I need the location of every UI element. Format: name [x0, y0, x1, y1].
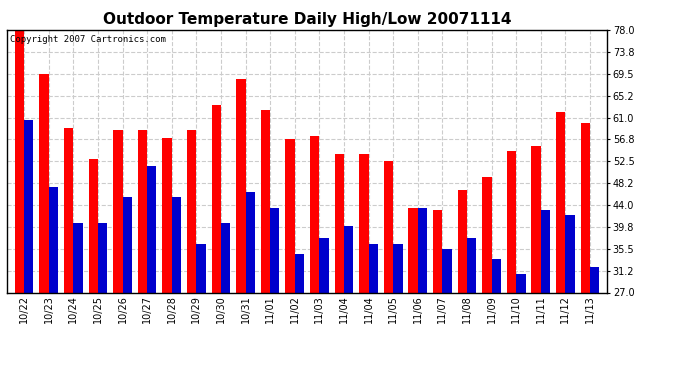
Bar	[482, 177, 491, 292]
Bar	[417, 208, 427, 292]
Bar	[556, 112, 565, 292]
Bar	[246, 192, 255, 292]
Bar	[14, 30, 24, 292]
Bar	[88, 159, 98, 292]
Bar	[236, 79, 246, 292]
Bar	[187, 130, 197, 292]
Bar	[212, 105, 221, 292]
Bar	[295, 254, 304, 292]
Bar	[467, 238, 476, 292]
Bar	[408, 208, 417, 292]
Bar	[98, 223, 107, 292]
Bar	[73, 223, 83, 292]
Bar	[359, 153, 368, 292]
Bar	[138, 130, 147, 292]
Bar	[565, 215, 575, 292]
Bar	[197, 244, 206, 292]
Bar	[335, 153, 344, 292]
Bar	[433, 210, 442, 292]
Bar	[147, 166, 157, 292]
Bar	[344, 226, 353, 292]
Bar	[162, 138, 172, 292]
Bar	[319, 238, 328, 292]
Bar	[24, 120, 34, 292]
Bar	[580, 123, 590, 292]
Bar	[516, 274, 526, 292]
Bar	[457, 189, 467, 292]
Bar	[221, 223, 230, 292]
Bar	[384, 161, 393, 292]
Bar	[368, 244, 378, 292]
Bar	[442, 249, 452, 292]
Bar	[531, 146, 541, 292]
Bar	[491, 259, 501, 292]
Bar	[507, 151, 516, 292]
Bar	[286, 139, 295, 292]
Bar	[49, 187, 58, 292]
Bar	[393, 244, 402, 292]
Text: Copyright 2007 Cartronics.com: Copyright 2007 Cartronics.com	[10, 35, 166, 44]
Bar	[270, 208, 279, 292]
Bar	[261, 110, 270, 292]
Bar	[39, 74, 49, 292]
Bar	[123, 197, 132, 292]
Bar	[541, 210, 550, 292]
Bar	[113, 130, 123, 292]
Bar	[64, 128, 73, 292]
Bar	[172, 197, 181, 292]
Title: Outdoor Temperature Daily High/Low 20071114: Outdoor Temperature Daily High/Low 20071…	[103, 12, 511, 27]
Bar	[590, 267, 600, 292]
Bar	[310, 135, 319, 292]
